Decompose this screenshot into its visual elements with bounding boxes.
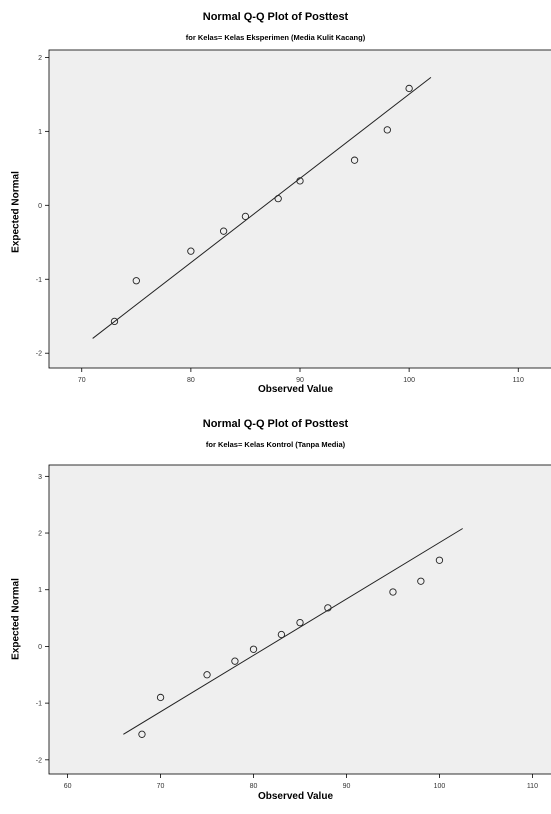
data-point <box>383 126 391 134</box>
plot-area <box>48 49 551 369</box>
data-point <box>132 277 140 285</box>
x-tick-label: 70 <box>157 783 165 790</box>
data-point <box>435 556 444 564</box>
y-tick-label: -2 <box>36 351 42 358</box>
chart-subtitle: for Kelas= Kelas Kontrol (Tanpa Media) <box>205 440 346 449</box>
y-tick-label: -1 <box>36 701 42 708</box>
data-point <box>277 630 286 639</box>
data-point <box>324 604 332 612</box>
data-point <box>249 645 258 653</box>
data-point <box>231 657 239 665</box>
x-tick-label: 60 <box>64 783 72 790</box>
chart-subtitle: for Kelas= Kelas Eksperimen (Media Kulit… <box>185 33 366 42</box>
qq-plot-eksperimen: 70 80 90 100 110 -2 -1 0 1 2 Normal Q-Q Plot of P… <box>11 11 551 395</box>
data-point <box>350 156 359 164</box>
reference-line <box>92 76 432 339</box>
y-tick-label: 3 <box>38 474 42 481</box>
x-tick-label: 90 <box>296 377 304 384</box>
y-tick-label: 0 <box>38 644 42 651</box>
qq-plot-kontrol: 60 70 80 90 100 110 -2 -1 0 1 2 3 Normal Q-Q Plot o… <box>0 407 551 814</box>
data-point <box>296 177 304 185</box>
y-tick-label: 0 <box>38 203 42 210</box>
data-point <box>241 212 250 221</box>
x-tick-label: 100 <box>434 783 446 790</box>
y-tick-label: 2 <box>38 55 42 62</box>
x-tick-label: 80 <box>250 783 258 790</box>
chart-title: Normal Q-Q Plot of Posttest <box>202 418 349 430</box>
data-point <box>389 588 397 596</box>
data-point <box>138 730 146 738</box>
y-tick-label: 1 <box>38 129 42 136</box>
data-point <box>156 693 165 702</box>
x-tick-label: 110 <box>513 377 524 384</box>
chart-title: Normal Q-Q Plot of Posttest <box>202 11 349 23</box>
data-point <box>417 577 425 585</box>
data-point <box>187 247 195 255</box>
x-tick-label: 80 <box>187 377 195 384</box>
y-tick-label: -1 <box>36 277 42 284</box>
y-tick-label: -2 <box>36 757 42 764</box>
data-point <box>405 84 413 93</box>
y-tick-label: 1 <box>38 587 42 594</box>
reference-line <box>123 528 463 735</box>
chart-canvas: 70 80 90 100 110 -2 -1 0 1 2 <box>36 49 551 384</box>
y-tick-label: 2 <box>38 531 42 538</box>
data-point <box>274 194 282 203</box>
x-tick-label: 110 <box>527 783 538 790</box>
data-point <box>110 317 119 326</box>
x-axis-label: Observed Value <box>257 384 334 395</box>
data-point <box>219 227 228 235</box>
data-point <box>296 618 304 627</box>
chart-canvas: 60 70 80 90 100 110 -2 -1 0 1 2 3 <box>36 464 551 790</box>
data-point <box>203 671 211 679</box>
x-axis-label: Observed Value <box>257 791 334 802</box>
x-tick-label: 100 <box>403 377 415 384</box>
x-tick-label: 90 <box>343 783 351 790</box>
x-tick-label: 70 <box>78 377 86 384</box>
